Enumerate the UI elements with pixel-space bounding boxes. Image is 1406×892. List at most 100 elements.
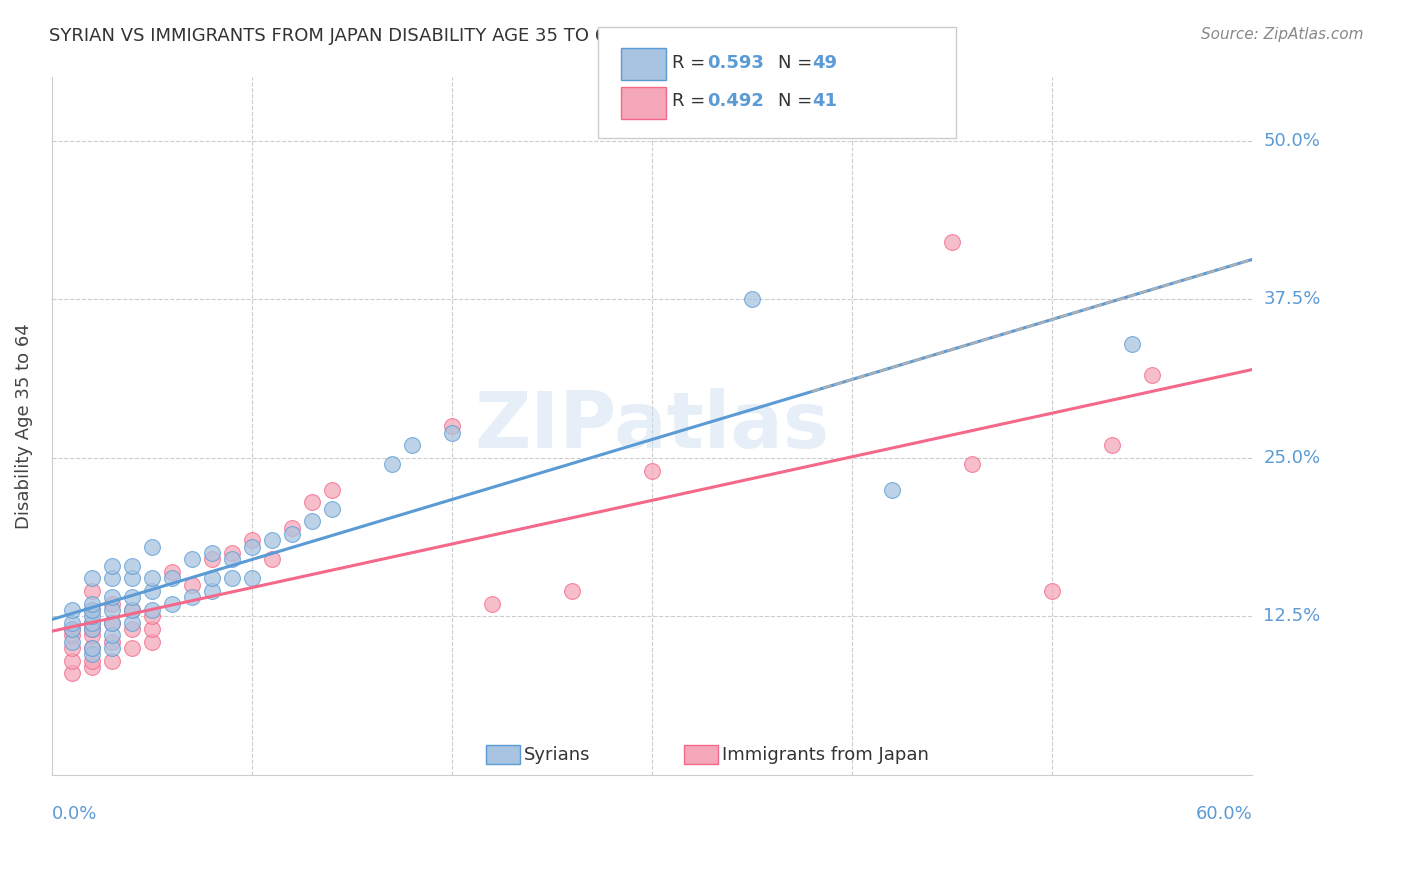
Point [180,591,202,605]
Point [641,464,664,478]
Point [160,597,183,611]
Text: 25.0%: 25.0% [1264,449,1320,467]
Point [141,540,163,554]
Point [381,457,404,471]
Point [561,584,583,599]
Point [100,641,122,656]
Point [60,628,83,642]
Point [80,597,103,611]
Point [80,660,103,674]
Point [260,552,283,566]
Point [221,571,243,585]
Point [201,584,224,599]
Point [401,438,423,452]
Point [80,641,103,656]
Point [100,628,122,642]
Point [60,641,83,656]
Point [80,603,103,617]
Point [221,552,243,566]
Point [121,558,143,573]
FancyBboxPatch shape [486,745,520,764]
Point [121,603,143,617]
Point [160,571,183,585]
Point [80,622,103,636]
Text: Syrians: Syrians [523,746,591,764]
Point [80,609,103,624]
Point [80,628,103,642]
Point [60,622,83,636]
Point [80,615,103,630]
Point [221,546,243,560]
Point [941,235,963,250]
Text: 0.0%: 0.0% [52,805,97,823]
Text: 37.5%: 37.5% [1264,291,1320,309]
Point [1121,336,1143,351]
Text: 0.492: 0.492 [707,92,763,110]
Point [100,603,122,617]
Point [100,654,122,668]
Point [281,521,304,535]
Point [121,571,143,585]
Point [121,591,143,605]
Text: N =: N = [778,54,817,72]
Point [60,654,83,668]
Point [440,419,463,434]
Point [121,641,143,656]
Text: 60.0%: 60.0% [1195,805,1253,823]
Point [201,552,224,566]
Text: 0.593: 0.593 [707,54,763,72]
Point [100,597,122,611]
Point [260,533,283,548]
Point [60,615,83,630]
Point [121,615,143,630]
Point [1101,438,1123,452]
Point [141,603,163,617]
Point [100,634,122,648]
Text: Immigrants from Japan: Immigrants from Japan [721,746,928,764]
Text: R =: R = [672,54,711,72]
Text: 49: 49 [813,54,838,72]
Point [160,565,183,579]
Text: ZIPatlas: ZIPatlas [474,388,830,464]
Text: 50.0%: 50.0% [1264,132,1320,150]
Point [301,514,323,528]
Point [80,571,103,585]
Point [141,571,163,585]
Point [60,603,83,617]
Point [100,591,122,605]
Point [180,577,202,591]
Point [60,634,83,648]
Point [1040,584,1063,599]
Text: 12.5%: 12.5% [1264,607,1320,625]
Point [1140,368,1163,383]
Text: R =: R = [672,92,711,110]
Point [60,666,83,681]
Point [141,609,163,624]
Point [80,654,103,668]
Point [80,584,103,599]
Point [240,533,263,548]
Point [80,622,103,636]
Point [281,527,304,541]
Point [240,571,263,585]
Point [141,634,163,648]
Point [100,615,122,630]
Point [100,615,122,630]
Point [960,457,983,471]
Point [80,641,103,656]
Point [440,425,463,440]
Point [100,558,122,573]
Point [141,584,163,599]
Point [121,622,143,636]
Point [80,603,103,617]
FancyBboxPatch shape [685,745,718,764]
Point [741,293,763,307]
Point [100,571,122,585]
Point [121,603,143,617]
Text: 41: 41 [813,92,838,110]
Point [301,495,323,509]
Text: Source: ZipAtlas.com: Source: ZipAtlas.com [1201,27,1364,42]
Point [321,501,343,516]
Point [80,615,103,630]
Point [141,622,163,636]
